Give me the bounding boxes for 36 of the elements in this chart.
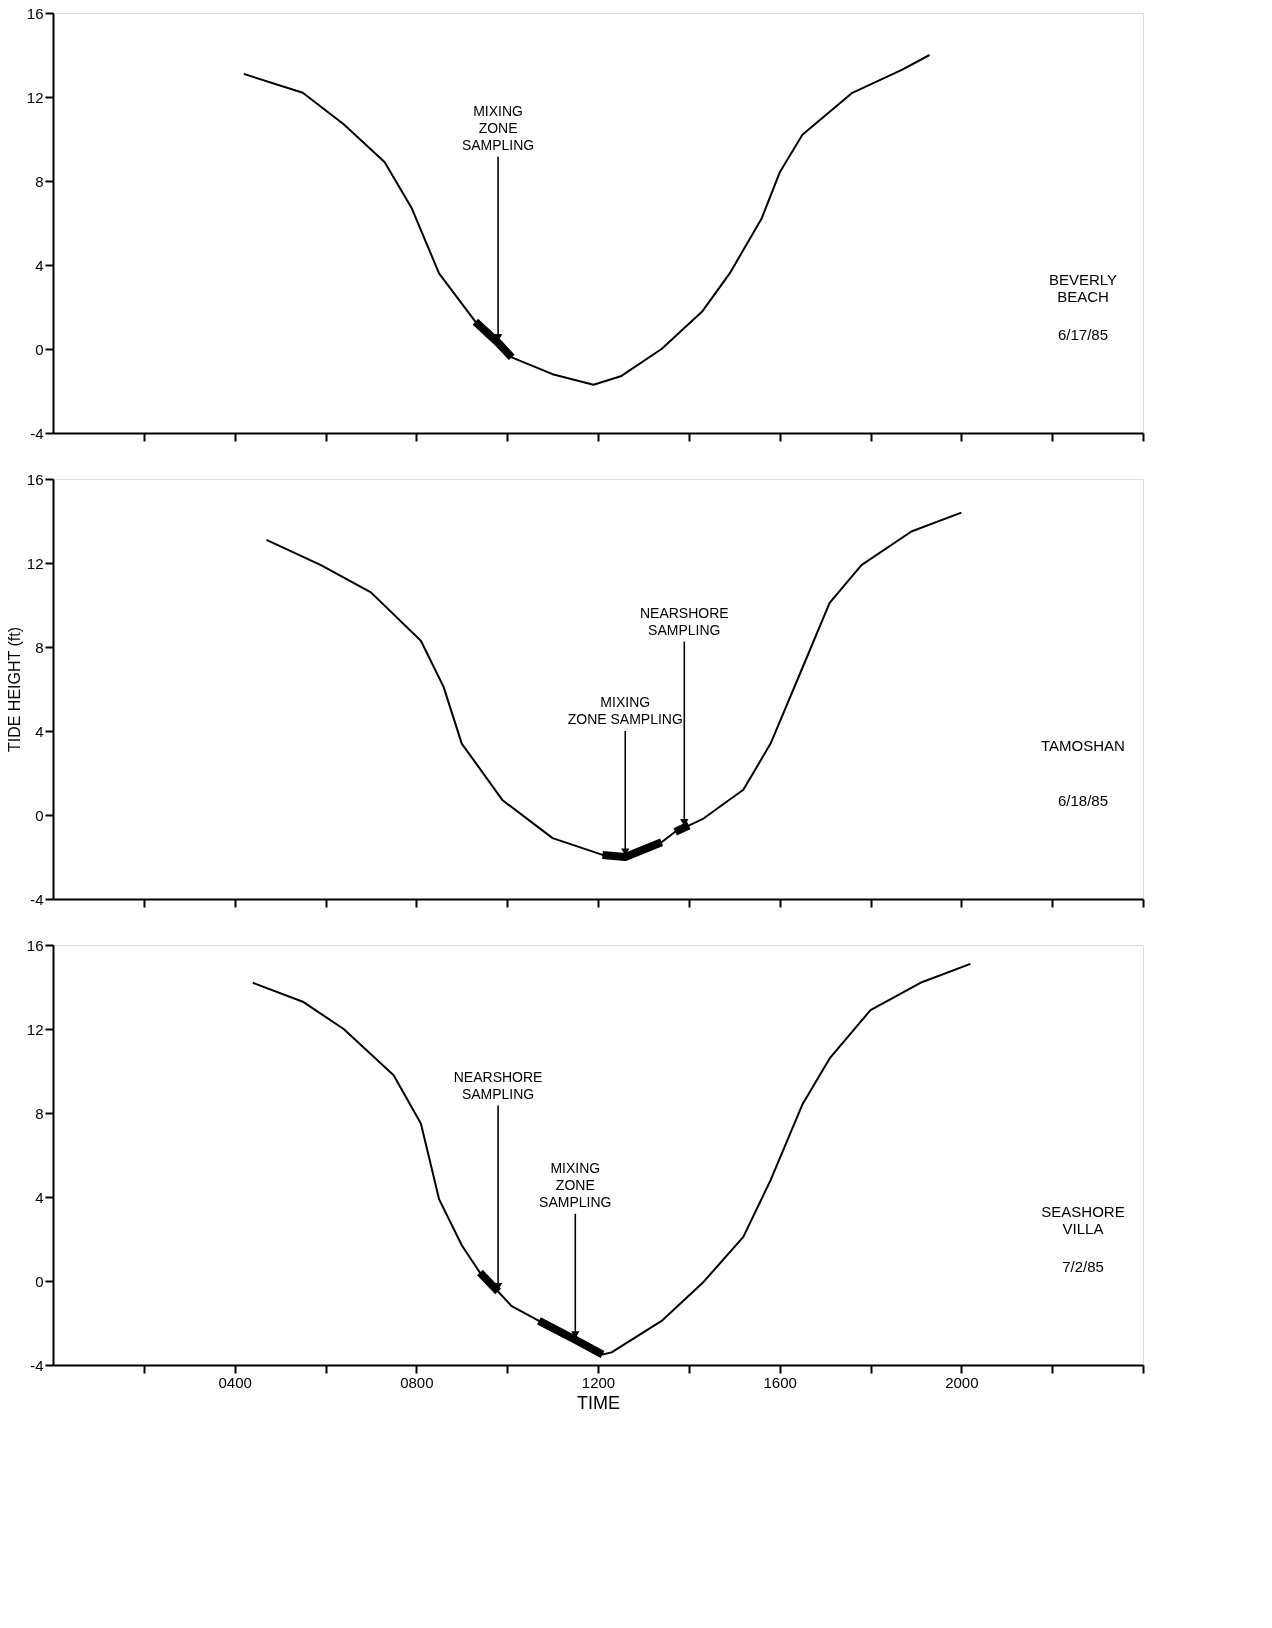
annotation: 7/2/85 [1062,1258,1104,1276]
y-tick-label: 16 [26,470,44,488]
y-tick-label: 0 [35,806,44,824]
y-tick-label: -4 [30,890,44,908]
y-tick-label: 12 [26,1020,44,1038]
y-tick-label: 4 [35,256,44,274]
y-tick-label: 4 [35,722,44,740]
annotation: 6/17/85 [1057,326,1109,344]
x-axis-title: TIME [577,1392,620,1413]
y-tick-label: 8 [35,172,44,190]
annotation: NEARSHORE SAMPLING [639,604,729,638]
annotation: 6/18/85 [1057,792,1109,810]
y-tick-label: 0 [35,340,44,358]
x-tick-label: 2000 [945,1373,979,1391]
y-tick-label: 4 [35,1188,44,1206]
annotation: SEASHORE VILLA [1041,1203,1125,1238]
y-tick-label: 16 [26,4,44,22]
annotation: MIXING ZONE SAMPLING [567,694,683,727]
y-tick-label: 8 [35,1104,44,1122]
y-tick-label: 0 [35,1272,44,1290]
y-tick-label: 8 [35,638,44,656]
annotation: NEARSHORE SAMPLING [453,1068,543,1102]
annotation: BEVERLY BEACH [1048,271,1118,306]
y-tick-label: -4 [30,1356,44,1374]
annotation: MIXING ZONE SAMPLING [539,1159,612,1210]
annotation: MIXING ZONE SAMPLING [461,102,535,153]
y-tick-label: 12 [26,554,44,572]
x-tick-label: 0800 [400,1373,434,1391]
y-axis-title: TIDE HEIGHT (ft) [5,626,23,753]
annotation: TAMOSHAN [1041,737,1125,755]
y-tick-label: 12 [26,88,44,106]
y-tick-label: -4 [30,424,44,442]
x-tick-label: 1600 [763,1373,797,1391]
x-tick-label: 1200 [581,1373,616,1391]
y-tick-label: 16 [26,936,44,954]
x-tick-label: 0400 [218,1373,252,1391]
